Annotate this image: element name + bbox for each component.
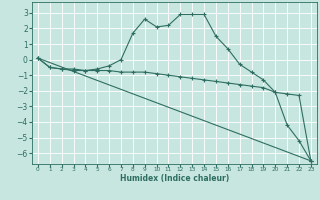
X-axis label: Humidex (Indice chaleur): Humidex (Indice chaleur) — [120, 174, 229, 183]
